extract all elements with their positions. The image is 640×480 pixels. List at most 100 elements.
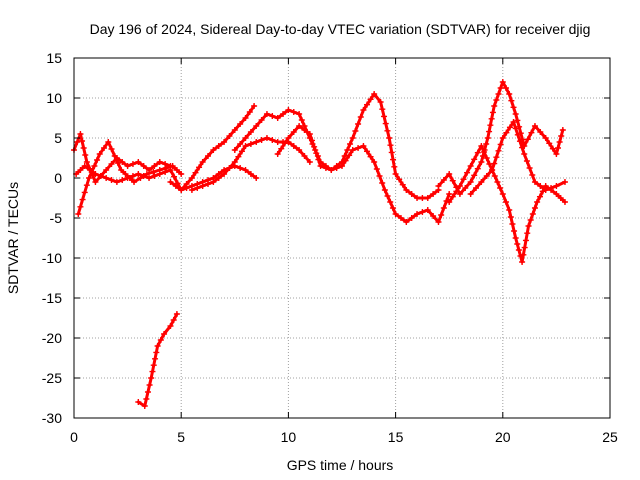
data-point-marker bbox=[524, 230, 531, 237]
data-point-marker bbox=[349, 135, 356, 141]
data-point-marker bbox=[290, 129, 297, 135]
data-point-marker bbox=[251, 103, 258, 109]
data-point-marker bbox=[373, 166, 380, 172]
data-point-marker bbox=[379, 180, 386, 186]
data-point-marker bbox=[467, 191, 474, 197]
data-point-marker bbox=[512, 235, 519, 241]
data-point-marker bbox=[242, 115, 249, 121]
data-point-marker bbox=[231, 159, 238, 165]
data-point-marker bbox=[514, 241, 521, 247]
data-point-marker bbox=[119, 177, 126, 183]
data-point-marker bbox=[483, 155, 490, 161]
data-point-marker bbox=[516, 123, 523, 130]
data-point-marker bbox=[403, 187, 410, 193]
data-point-marker bbox=[247, 141, 254, 147]
data-point-marker bbox=[503, 85, 510, 91]
data-point-marker bbox=[205, 181, 211, 187]
data-point-marker bbox=[419, 209, 426, 215]
data-point-marker bbox=[456, 191, 463, 197]
data-point-marker bbox=[333, 165, 340, 171]
data-point-marker bbox=[242, 143, 249, 149]
data-point-marker bbox=[392, 171, 399, 177]
data-point-marker bbox=[301, 127, 308, 133]
data-point-marker bbox=[387, 199, 394, 205]
data-point-marker bbox=[384, 193, 391, 199]
data-point-marker bbox=[83, 182, 90, 189]
data-point-marker bbox=[301, 153, 308, 159]
data-point-marker bbox=[167, 179, 174, 185]
data-point-marker bbox=[542, 187, 549, 193]
data-point-marker bbox=[506, 91, 513, 97]
data-point-marker bbox=[196, 164, 203, 171]
data-point-marker bbox=[506, 207, 513, 213]
data-point-marker bbox=[536, 193, 543, 200]
data-point-marker bbox=[81, 189, 88, 196]
data-point-marker bbox=[467, 163, 474, 169]
data-point-marker bbox=[514, 117, 521, 124]
data-point-marker bbox=[74, 139, 81, 145]
data-point-marker bbox=[355, 121, 362, 127]
data-point-marker bbox=[122, 171, 129, 177]
data-point-marker bbox=[135, 399, 142, 405]
axis-ticks: 0 5 10 15 20 25 15 10 5 0 -5 -10 -15 -20 -25 -30 bbox=[42, 50, 618, 445]
data-point-marker bbox=[474, 165, 481, 172]
data-point-marker bbox=[473, 185, 479, 191]
data-point-marker bbox=[408, 215, 415, 221]
plot-frame bbox=[73, 57, 611, 419]
data-point-marker bbox=[379, 106, 386, 113]
data-point-marker bbox=[235, 153, 242, 160]
data-point-marker bbox=[555, 145, 562, 151]
y-tick-label: 5 bbox=[54, 130, 62, 146]
data-point-marker bbox=[274, 115, 281, 121]
data-point-marker bbox=[221, 139, 228, 145]
data-point-marker bbox=[537, 183, 544, 189]
data-point-marker bbox=[290, 143, 297, 149]
data-point-marker bbox=[77, 131, 84, 137]
series-satellite-track-10 bbox=[446, 143, 568, 265]
data-point-marker bbox=[524, 136, 531, 143]
data-point-marker bbox=[215, 143, 222, 149]
data-point-marker bbox=[508, 97, 515, 104]
data-point-marker bbox=[274, 139, 281, 145]
data-point-marker bbox=[77, 203, 84, 210]
data-point-marker bbox=[556, 139, 563, 145]
data-point-marker bbox=[81, 163, 88, 169]
data-point-marker bbox=[371, 91, 378, 97]
data-point-marker bbox=[531, 123, 538, 129]
data-point-marker bbox=[381, 113, 388, 120]
data-point-marker bbox=[435, 183, 442, 189]
data-point-marker bbox=[561, 199, 568, 205]
data-point-marker bbox=[487, 122, 494, 129]
data-point-marker bbox=[391, 163, 398, 170]
data-point-marker bbox=[512, 125, 519, 132]
data-point-marker bbox=[390, 156, 397, 163]
data-point-marker bbox=[247, 129, 254, 135]
data-point-marker bbox=[315, 156, 322, 163]
data-point-marker bbox=[79, 138, 86, 144]
data-point-marker bbox=[499, 191, 506, 197]
data-point-marker bbox=[169, 163, 176, 169]
x-tick-label: 25 bbox=[602, 429, 618, 445]
data-point-marker bbox=[525, 223, 532, 229]
x-tick-label: 0 bbox=[70, 429, 78, 445]
data-point-marker bbox=[296, 147, 303, 153]
data-point-marker bbox=[156, 171, 163, 177]
data-point-marker bbox=[510, 104, 517, 111]
data-point-marker bbox=[521, 244, 528, 251]
data-point-marker bbox=[108, 177, 115, 183]
data-point-marker bbox=[438, 212, 445, 218]
data-point-marker bbox=[403, 219, 410, 225]
data-point-marker bbox=[237, 121, 244, 127]
data-point-marker bbox=[499, 79, 506, 85]
data-point-marker bbox=[141, 403, 148, 409]
data-point-marker bbox=[558, 133, 565, 139]
data-point-marker bbox=[503, 129, 510, 136]
data-point-marker bbox=[512, 111, 519, 117]
data-point-marker bbox=[170, 317, 177, 323]
data-point-marker bbox=[103, 167, 110, 173]
data-point-marker bbox=[478, 159, 485, 165]
data-point-marker bbox=[488, 115, 495, 122]
data-point-marker bbox=[388, 149, 395, 156]
data-point-marker bbox=[377, 99, 384, 105]
